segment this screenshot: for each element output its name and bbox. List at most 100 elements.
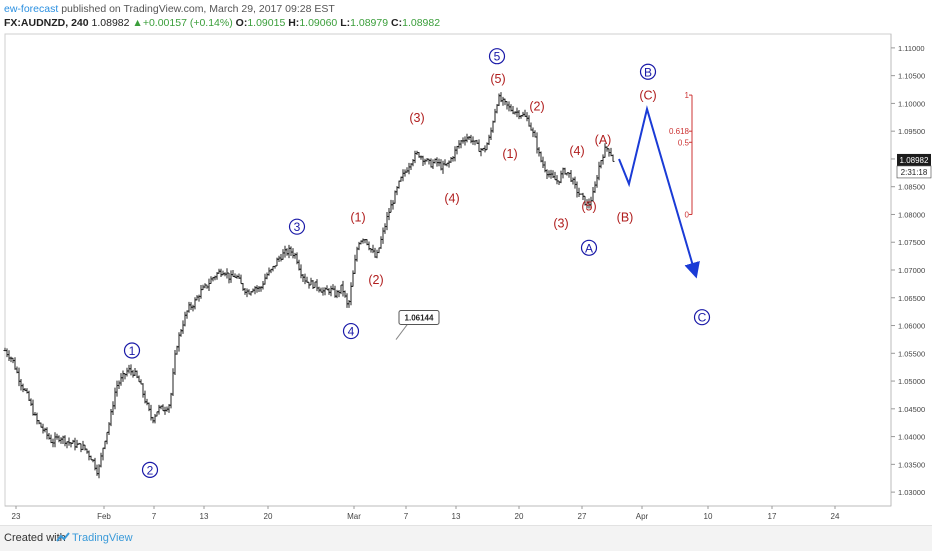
fib-retracement[interactable]: 1 0.618 0.5 0: [669, 91, 693, 219]
x-tick-label: 23: [12, 512, 21, 521]
low-label: L:: [340, 17, 351, 29]
y-tick-label: 1.09500: [898, 127, 925, 136]
y-tick-label: 1.07500: [898, 238, 925, 247]
y-tick-label: 1.05000: [898, 377, 925, 386]
wave-label-text: (5): [581, 200, 596, 214]
y-tick-label: 1.04500: [898, 405, 925, 414]
current-price-label: 1.08982: [900, 156, 929, 165]
y-tick-label: 1.10500: [898, 72, 925, 81]
fib-level-label: 0.5: [678, 138, 690, 147]
y-tick-label: 1.05500: [898, 349, 925, 358]
y-tick-label: 1.08500: [898, 183, 925, 192]
wave-labels[interactable]: 1 2 3 4 5 A B C (1) (2) (3) (4) (5) (1) (2) (3) (4) (5) (A…: [123, 48, 711, 479]
close-value: 1.08982: [402, 17, 441, 29]
projection-path: [618, 105, 700, 279]
fib-level-label: 0.618: [669, 127, 690, 136]
wave-label-circle: [639, 63, 657, 80]
x-tick-label: 27: [578, 512, 587, 521]
wave-label-text: 1: [129, 344, 136, 358]
open-label: O:: [235, 17, 248, 29]
footer-bar: Created with TradingView: [0, 525, 932, 551]
x-tick-label: Feb: [97, 512, 111, 521]
y-tick-label: 1.06000: [898, 322, 925, 331]
wave-label-text: (4): [569, 144, 584, 158]
x-tick-label: Mar: [347, 512, 361, 521]
x-tick-label: 20: [515, 512, 524, 521]
wave-projection[interactable]: [618, 105, 700, 279]
x-axis[interactable]: 23 Feb 7 13 20 Mar 7 13 20 27 Apr 10 17 24: [5, 505, 891, 521]
callout-price-label: 1.06144: [405, 314, 434, 323]
wave-label-text: (1): [350, 211, 365, 225]
x-tick-label: Apr: [636, 512, 649, 521]
wave-label-text: (C): [639, 89, 656, 103]
y-tick-label: 1.08000: [898, 210, 925, 219]
tradingview-logo-icon: [56, 532, 70, 542]
created-with-text: Created with: [4, 532, 66, 544]
wave-label-text: 2: [147, 463, 154, 477]
y-tick-label: 1.07000: [898, 266, 925, 275]
wave-label-text: A: [585, 241, 593, 255]
x-tick-label: 24: [831, 512, 840, 521]
y-tick-label: 1.03000: [898, 488, 925, 497]
wave-label-text: (2): [529, 100, 544, 114]
current-price-badge: [897, 153, 931, 166]
wave-label-text: (A): [595, 133, 612, 147]
wave-label-text: 4: [348, 325, 355, 339]
last-price: 1.08982: [91, 17, 130, 29]
published-text: published on TradingView.com, March 29, …: [61, 3, 335, 15]
x-tick-label: 20: [264, 512, 273, 521]
callout-pointer: [395, 323, 409, 340]
countdown-label: 2:31:18: [901, 168, 928, 177]
wave-label-text: 3: [294, 220, 301, 234]
high-label: H:: [288, 17, 300, 29]
x-tick-label: 17: [768, 512, 777, 521]
tradingview-brand[interactable]: TradingView: [72, 532, 133, 544]
plot-area-border: [4, 33, 892, 507]
wave-label-text: (2): [368, 273, 383, 287]
x-tick-label: 13: [452, 512, 461, 521]
y-tick-label: 1.10000: [898, 99, 925, 108]
low-value: 1.08979: [350, 17, 389, 29]
x-tick-label: 10: [704, 512, 713, 521]
fib-level-label: 0: [685, 210, 690, 219]
symbol-label[interactable]: FX:AUDNZD, 240: [4, 17, 89, 29]
wave-label-text: (B): [617, 211, 634, 225]
fib-level-label: 1: [685, 91, 690, 100]
x-tick-label: 7: [152, 512, 157, 521]
callout-box: [398, 310, 440, 326]
price-chart[interactable]: 1.110001.105001.100001.095001.090001.085…: [0, 30, 932, 525]
y-axis[interactable]: 1.110001.105001.100001.095001.090001.085…: [890, 34, 925, 506]
x-tick-label: 13: [200, 512, 209, 521]
y-tick-label: 1.06500: [898, 294, 925, 303]
wave-label-text: (1): [502, 147, 517, 161]
publish-info: ew-forecast published on TradingView.com…: [4, 3, 335, 15]
wave-label-text: (3): [409, 111, 424, 125]
wave-label-circle: [342, 322, 360, 340]
ohlc-bars: [3, 92, 615, 479]
wave-label-circle: [141, 461, 159, 479]
wave-label-circle: [288, 218, 306, 235]
wave-label-text: 5: [494, 50, 501, 64]
change-arrow-icon: ▲: [132, 17, 143, 29]
wave-label-text: (3): [553, 216, 568, 230]
wave-label-circle: [488, 48, 506, 65]
y-tick-label: 1.11000: [898, 44, 925, 53]
author-link[interactable]: ew-forecast: [4, 3, 59, 15]
wave-label-text: (4): [444, 191, 459, 205]
price-markers: 1.06144 1.08982 2:31:18: [395, 153, 932, 340]
chart-header: ew-forecast published on TradingView.com…: [0, 0, 932, 30]
y-tick-label: 1.04000: [898, 433, 925, 442]
symbol-line: FX:AUDNZD, 240 1.08982 ▲+0.00157 (+0.14%…: [4, 17, 440, 29]
close-label: C:: [391, 17, 403, 29]
wave-label-circle: [123, 342, 141, 359]
y-tick-label: 1.03500: [898, 460, 925, 469]
high-value: 1.09060: [299, 17, 338, 29]
wave-label-text: C: [698, 311, 707, 325]
open-value: 1.09015: [247, 17, 286, 29]
wave-label-text: B: [644, 65, 652, 79]
countdown-badge: [896, 165, 932, 179]
wave-label-circle: [693, 309, 711, 326]
change-value: +0.00157 (+0.14%): [142, 17, 233, 29]
x-tick-label: 7: [404, 512, 409, 521]
wave-label-circle: [580, 239, 598, 256]
